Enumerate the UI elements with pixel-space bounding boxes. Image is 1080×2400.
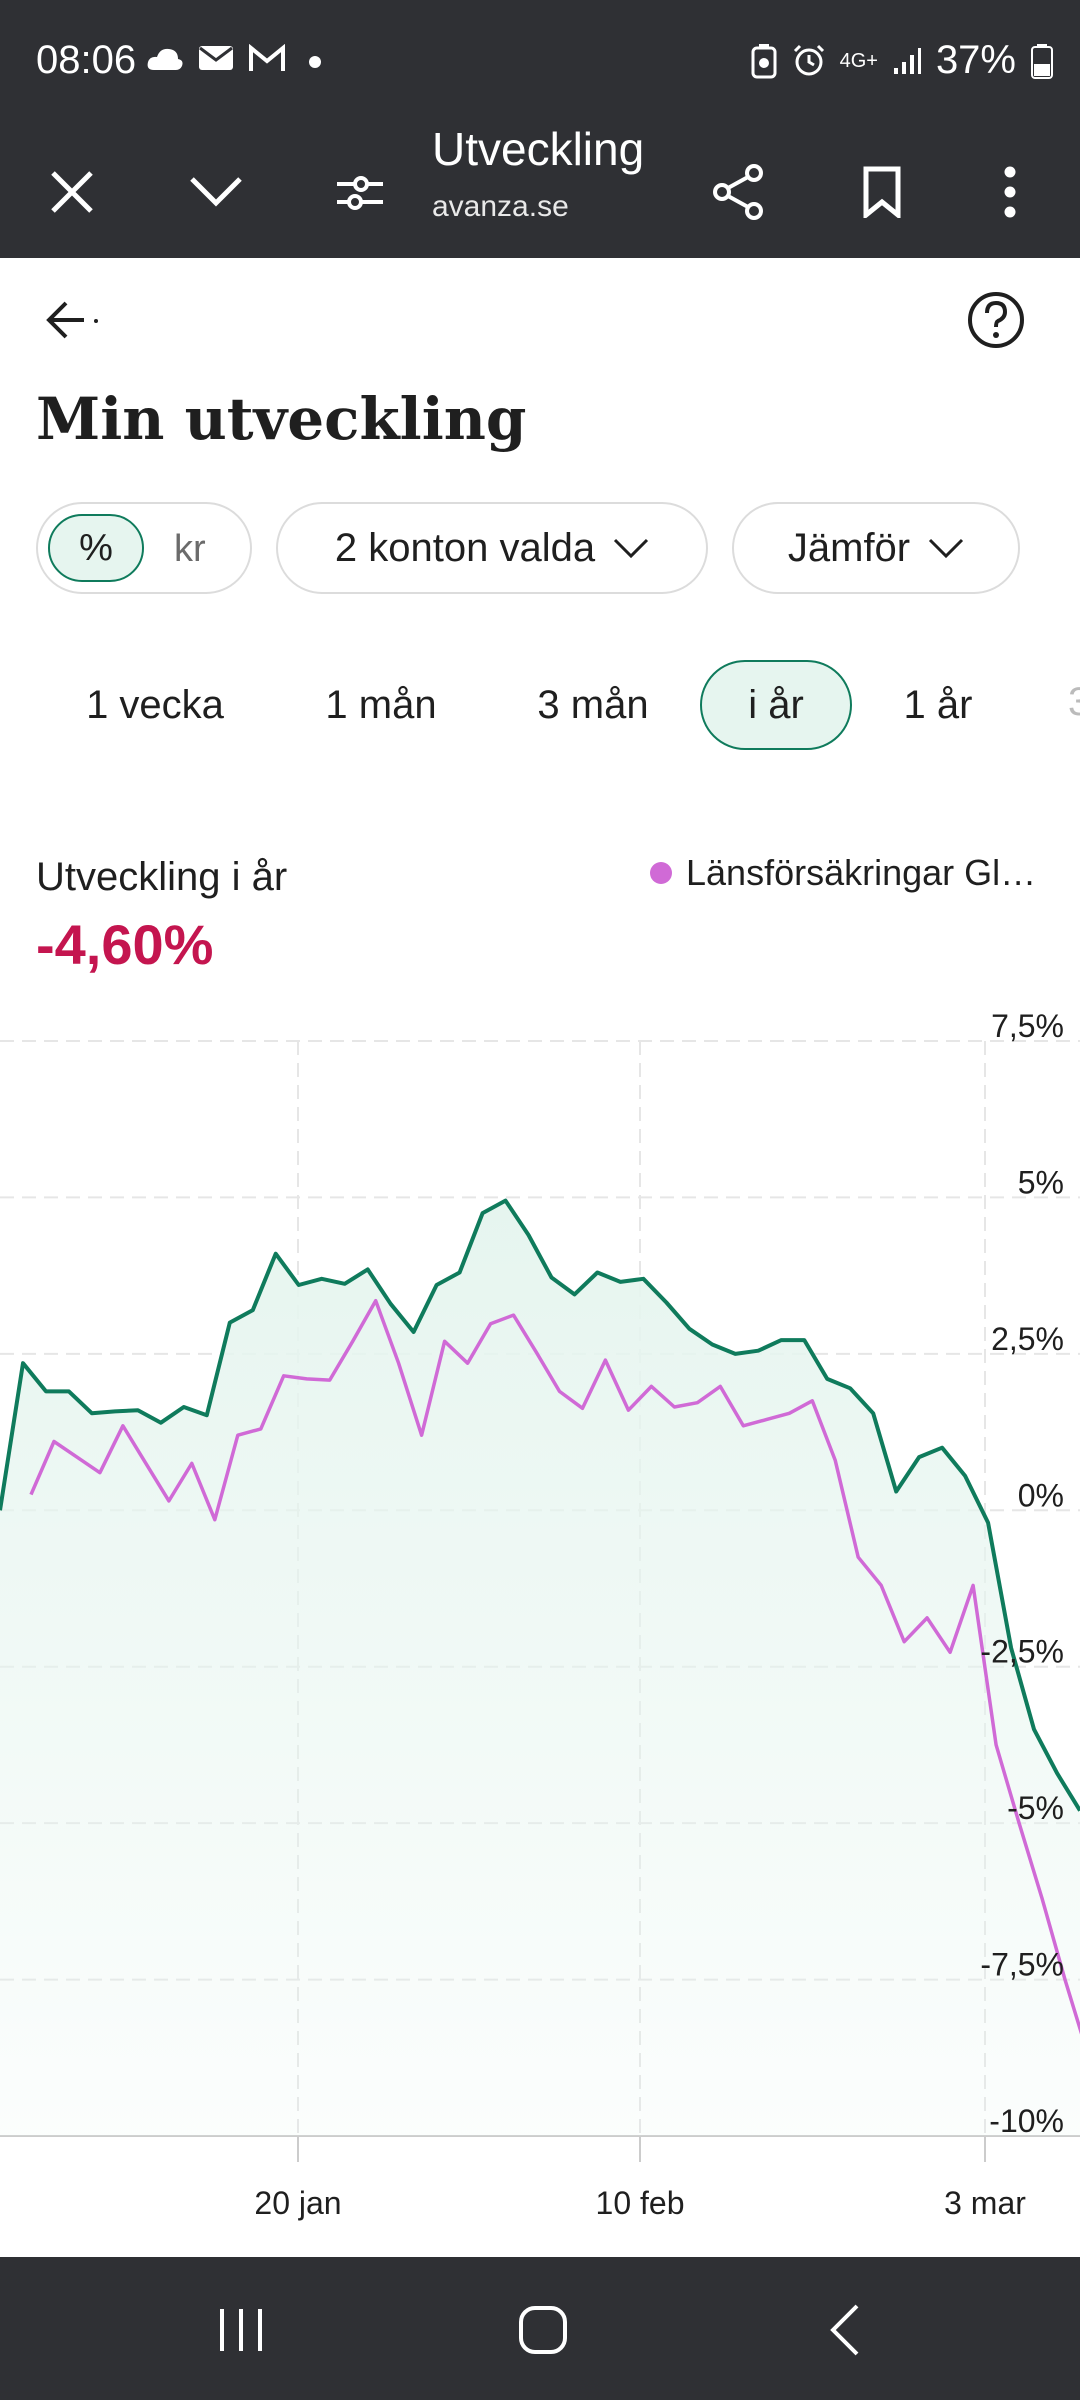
status-right: 4G+ 37% xyxy=(750,38,1054,83)
network-type: 4G+ xyxy=(839,49,878,72)
unit-percent-option[interactable]: % xyxy=(48,514,144,582)
browser-toolbar: Utveckling avanza.se xyxy=(0,122,1080,258)
chevron-down-icon xyxy=(929,538,964,559)
browser-page-title: Utveckling xyxy=(432,123,645,175)
accounts-dropdown[interactable]: 2 konton valda xyxy=(276,502,708,594)
y-tick-label: -5% xyxy=(1007,1790,1064,1826)
battery-saver-icon xyxy=(751,43,777,78)
page-heading: Min utveckling xyxy=(36,385,527,453)
close-button[interactable] xyxy=(32,152,112,232)
y-tick-label: 0% xyxy=(1018,1477,1064,1513)
y-tick-label: 7,5% xyxy=(991,1008,1064,1044)
series-line-compare xyxy=(29,1298,1080,2035)
dot-icon xyxy=(309,56,321,68)
y-tick-label: -2,5% xyxy=(980,1634,1064,1670)
performance-label: Utveckling i år xyxy=(36,855,288,899)
mail-icon xyxy=(199,46,233,70)
cloud-icon xyxy=(147,48,183,70)
y-tick-label: 2,5% xyxy=(991,1321,1064,1357)
period-tab-1-vecka[interactable]: 1 vecka xyxy=(86,682,224,727)
help-button[interactable] xyxy=(966,290,1026,350)
tune-icon xyxy=(337,176,383,210)
battery-percent: 37% xyxy=(935,38,1016,82)
period-tab-more[interactable]: 3 xyxy=(1068,680,1080,724)
legend-label: Länsförsäkringar Gl… xyxy=(686,852,1037,893)
share-button[interactable] xyxy=(698,152,778,232)
status-bar: 08:06 4G+ 37% xyxy=(0,0,1080,122)
compare-dropdown[interactable]: Jämför xyxy=(732,502,1020,594)
help-icon xyxy=(968,292,1024,348)
gmail-icon xyxy=(249,44,285,71)
y-tick-label: -7,5% xyxy=(980,1947,1064,1983)
alarm-icon xyxy=(793,44,824,75)
chevron-down-icon xyxy=(190,177,242,207)
battery-icon xyxy=(1031,43,1053,79)
performance-chart[interactable]: 20 jan 10 feb 3 mar 7,5% 5% 2,5% 0% -2,5% -5% -7,… xyxy=(0,990,1080,2240)
system-nav-bar xyxy=(0,2257,1080,2400)
period-tab-1-ar[interactable]: 1 år xyxy=(903,682,973,727)
recent-apps-icon xyxy=(220,2309,262,2351)
period-tab-1-man[interactable]: 1 mån xyxy=(325,682,437,727)
back-nav-icon xyxy=(830,2304,859,2356)
more-vertical-icon xyxy=(1004,166,1016,218)
bookmark-icon xyxy=(863,166,901,218)
signal-icon xyxy=(893,47,921,74)
collapse-button[interactable] xyxy=(176,152,256,232)
unit-toggle: % kr xyxy=(36,502,252,594)
legend-dot xyxy=(650,862,672,884)
x-tick-label: 3 mar xyxy=(944,2185,1026,2221)
accounts-label: 2 konton valda xyxy=(334,525,596,570)
series-area-fill xyxy=(0,1200,1080,2136)
status-time: 08:06 xyxy=(36,38,137,82)
home-icon xyxy=(519,2306,567,2354)
bookmark-button[interactable] xyxy=(842,152,922,232)
chevron-down-icon xyxy=(614,538,649,559)
back-nav-button[interactable] xyxy=(800,2285,890,2375)
recent-apps-button[interactable] xyxy=(196,2285,286,2375)
chart-legend: Länsförsäkringar Gl… xyxy=(650,852,1036,894)
performance-value: -4,60% xyxy=(36,913,214,976)
compare-label: Jämför xyxy=(787,525,911,570)
period-tab-i-ar[interactable]: i år xyxy=(700,660,852,750)
series-line-primary xyxy=(0,1198,1080,1812)
x-tick-label: 20 jan xyxy=(254,2185,341,2221)
arrow-left-icon xyxy=(46,301,98,339)
home-button[interactable] xyxy=(498,2285,588,2375)
more-options-button[interactable] xyxy=(970,152,1050,232)
notification-icons xyxy=(146,44,330,74)
page-options-button[interactable] xyxy=(320,152,400,232)
browser-url[interactable]: avanza.se xyxy=(432,190,569,223)
share-icon xyxy=(713,164,763,220)
close-icon xyxy=(51,171,93,213)
y-tick-label: 5% xyxy=(1018,1164,1064,1200)
period-tab-3-man[interactable]: 3 mån xyxy=(537,682,649,727)
unit-kr-option[interactable]: kr xyxy=(174,528,206,570)
y-tick-label: -10% xyxy=(989,2103,1064,2139)
x-tick-label: 10 feb xyxy=(596,2185,685,2221)
back-button[interactable] xyxy=(40,290,110,350)
